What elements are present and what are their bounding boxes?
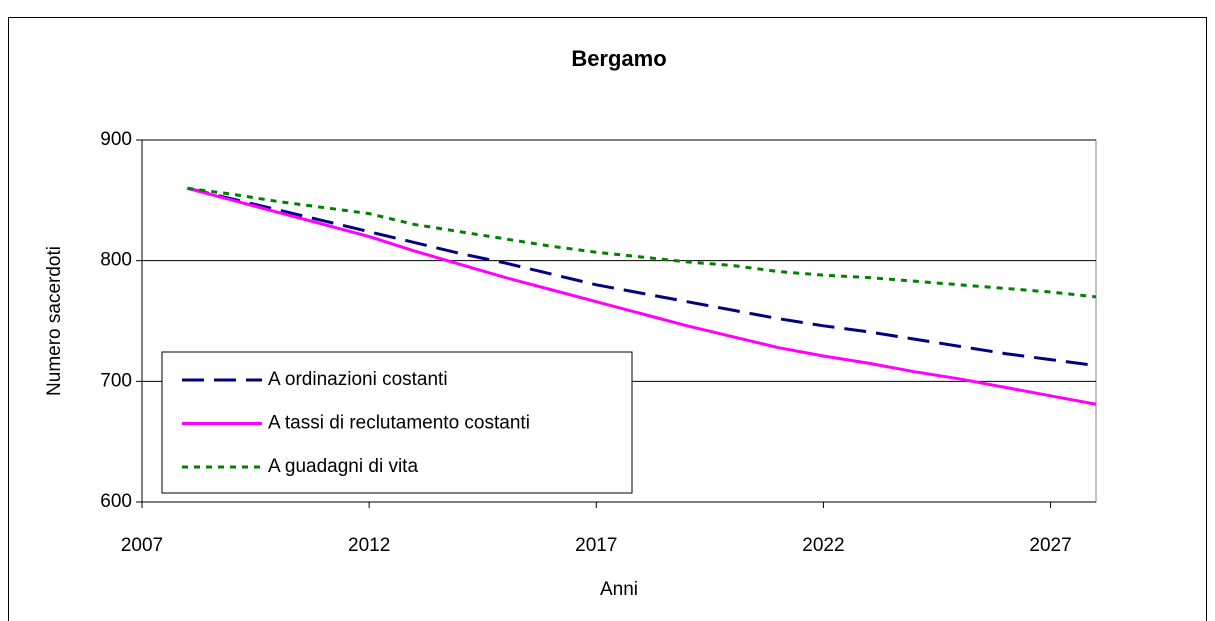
legend-label: A guadagni di vita: [268, 456, 418, 477]
chart-title: Bergamo: [571, 46, 666, 71]
x-tick-label: 2027: [1029, 535, 1071, 556]
y-axis-label: Numero sacerdoti: [44, 246, 65, 396]
y-tick-label: 800: [100, 250, 132, 271]
y-tick-label: 900: [100, 129, 132, 150]
x-axis-label: Anni: [600, 579, 638, 600]
legend-label: A tassi di reclutamento costanti: [268, 413, 530, 434]
x-tick-label: 2017: [575, 535, 617, 556]
legend-label: A ordinazioni costanti: [268, 369, 448, 390]
series-line: [187, 186, 1097, 299]
x-tick-label: 2012: [348, 535, 390, 556]
y-tick-label: 700: [100, 370, 132, 391]
x-tick-label: 2022: [802, 535, 844, 556]
series-line: [187, 186, 1097, 368]
y-tick-label: 600: [100, 491, 132, 512]
x-tick-label: 2007: [121, 535, 163, 556]
series-line: [187, 186, 1097, 406]
